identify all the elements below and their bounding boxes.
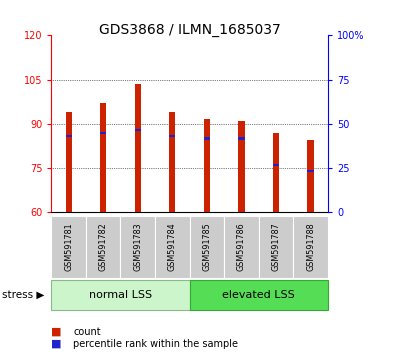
Text: GSM591785: GSM591785: [202, 223, 211, 271]
Bar: [169, 135, 175, 137]
Text: GSM591787: GSM591787: [271, 223, 280, 271]
Bar: [307, 170, 314, 172]
Text: GSM591788: GSM591788: [306, 223, 315, 271]
Bar: [273, 133, 279, 212]
Text: percentile rank within the sample: percentile rank within the sample: [73, 339, 238, 349]
Bar: [238, 137, 245, 140]
Bar: [204, 137, 210, 140]
Bar: [66, 112, 72, 212]
Text: GSM591782: GSM591782: [99, 223, 108, 271]
Text: GSM591781: GSM591781: [64, 223, 73, 271]
Bar: [66, 135, 72, 137]
Bar: [135, 84, 141, 212]
Bar: [100, 132, 106, 134]
Text: count: count: [73, 327, 101, 337]
Bar: [100, 103, 106, 212]
Text: ■: ■: [51, 327, 62, 337]
Text: GSM591784: GSM591784: [168, 223, 177, 271]
Text: ■: ■: [51, 339, 62, 349]
Text: GDS3868 / ILMN_1685037: GDS3868 / ILMN_1685037: [99, 23, 280, 37]
Bar: [169, 112, 175, 212]
Text: GSM591783: GSM591783: [133, 223, 142, 271]
Text: normal LSS: normal LSS: [89, 290, 152, 300]
Text: elevated LSS: elevated LSS: [222, 290, 295, 300]
Bar: [273, 164, 279, 166]
Bar: [307, 140, 314, 212]
Text: stress ▶: stress ▶: [2, 290, 44, 300]
Bar: [204, 119, 210, 212]
Text: GSM591786: GSM591786: [237, 223, 246, 271]
Bar: [135, 129, 141, 131]
Bar: [238, 121, 245, 212]
